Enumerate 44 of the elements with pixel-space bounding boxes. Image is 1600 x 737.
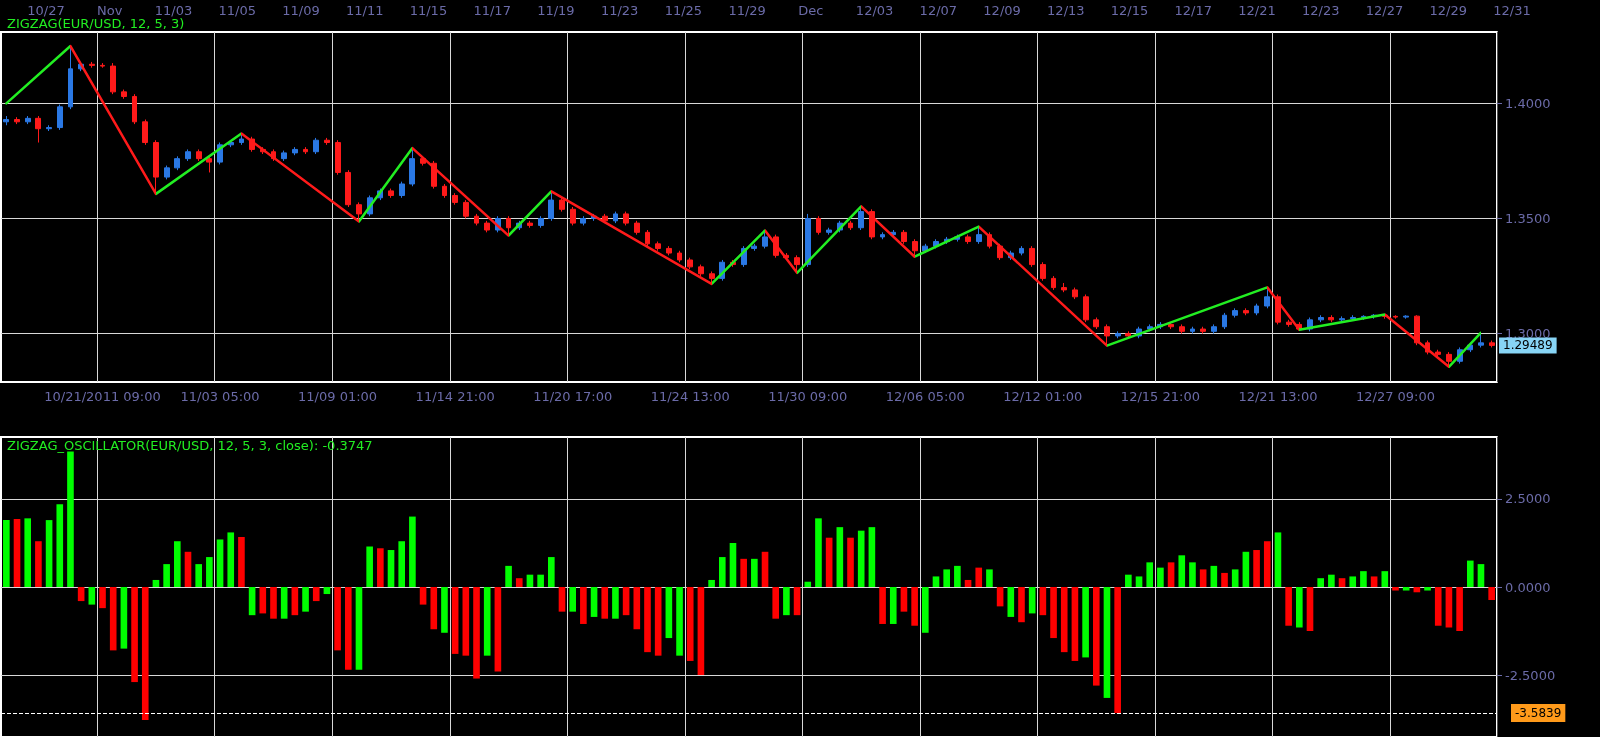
x-tick-label: 11/30 09:00: [768, 389, 848, 404]
text: 12/23: [1302, 3, 1340, 18]
text: 11/15: [409, 3, 448, 18]
y-tick-label: 1.4000: [1505, 95, 1551, 111]
text: 11/17: [473, 3, 511, 18]
text: 11/29: [728, 3, 766, 18]
y-tick-label: 2.5000: [1505, 491, 1551, 507]
text: 1.29489: [1503, 338, 1553, 353]
text: 11/23: [600, 3, 639, 18]
text: 11/25: [664, 3, 703, 18]
text: Dec: [798, 3, 824, 18]
text: 12/31: [1493, 3, 1531, 18]
x-tick-label: 12/12 01:00: [1003, 389, 1083, 404]
text: 11/05: [218, 3, 256, 18]
text: 12/13: [1047, 3, 1085, 18]
x-tick-label: 11/24 13:00: [650, 389, 730, 404]
text: 12/21: [1238, 3, 1276, 18]
text: 11/09: [282, 3, 320, 18]
text: 12/27: [1365, 3, 1404, 18]
text: 12/15: [1110, 3, 1149, 18]
x-tick-label: 11/03 05:00: [180, 389, 260, 404]
text: 12/09: [983, 3, 1021, 18]
text: Nov: [97, 3, 123, 18]
y-tick-label: 0.0000: [1505, 579, 1551, 595]
text: 10/27: [27, 3, 65, 18]
text: 11/11: [345, 3, 384, 18]
y-tick-label: 1.3500: [1505, 211, 1551, 227]
text: 11/03: [154, 3, 193, 18]
text: 12/17: [1174, 3, 1213, 18]
x-tick-label: 12/15 21:00: [1120, 389, 1200, 404]
x-tick-label: 11/09 01:00: [298, 389, 378, 404]
text: 12/29: [1429, 3, 1467, 18]
text: 12/03: [855, 3, 894, 18]
x-tick-label: 12/27 09:00: [1355, 389, 1436, 404]
x-tick-label: 12/21 13:00: [1238, 389, 1318, 404]
x-tick-label: 10/21/2011 09:00: [44, 389, 161, 404]
y-tick-label: -2.5000: [1505, 667, 1556, 683]
text: 11/19: [537, 3, 575, 18]
x-tick-label: 11/20 17:00: [533, 389, 613, 404]
ref-line-label: -3.5839: [1515, 706, 1562, 721]
chart-title: ZIGZAG(EUR/USD, 12, 5, 3): [7, 16, 185, 31]
text: 12/07: [919, 3, 958, 18]
x-tick-label: 11/14 21:00: [415, 389, 495, 404]
x-tick-label: 12/06 05:00: [885, 389, 965, 404]
